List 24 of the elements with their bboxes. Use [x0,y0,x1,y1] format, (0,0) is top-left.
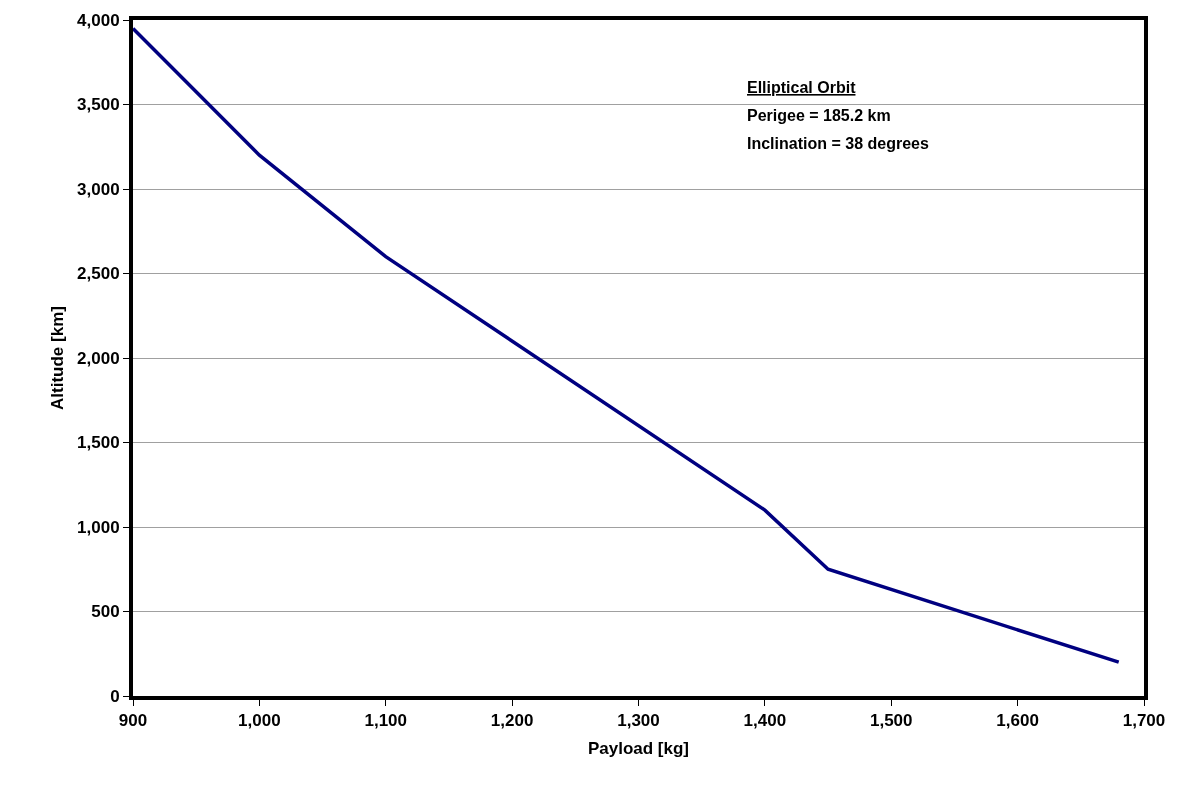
y-tick-label: 0 [110,686,120,706]
x-tick-label: 1,100 [364,711,408,731]
x-axis-title: Payload [kg] [587,739,690,759]
x-tick-label: 1,600 [996,711,1039,731]
y-axis-title: Altitude [km] [48,306,68,410]
y-tick-label: 1,000 [77,517,120,537]
y-tick-label: 3,500 [77,95,120,115]
y-tick-label: 500 [91,602,120,622]
y-tick-label: 1,500 [77,433,120,453]
x-tick-label: 1,700 [1122,711,1166,731]
y-tick-label: 3,000 [77,179,120,199]
annotation: Inclination = 38 degrees [747,135,929,152]
y-tick-label: 4,000 [77,10,120,30]
annotation: Perigee = 185.2 km [747,107,891,124]
x-tick-label: 1,400 [743,711,787,731]
x-tick-label: 1,200 [490,711,534,731]
line-series [133,26,1121,664]
x-tick-label: 900 [118,711,148,731]
x-tick-label: 1,000 [238,711,281,731]
x-tick-label: 1,500 [869,711,913,731]
y-tick-label: 2,000 [77,348,120,368]
annotation: Elliptical Orbit [747,79,857,96]
x-tick-label: 1,300 [617,711,660,731]
y-tick-label: 2,500 [77,264,120,284]
